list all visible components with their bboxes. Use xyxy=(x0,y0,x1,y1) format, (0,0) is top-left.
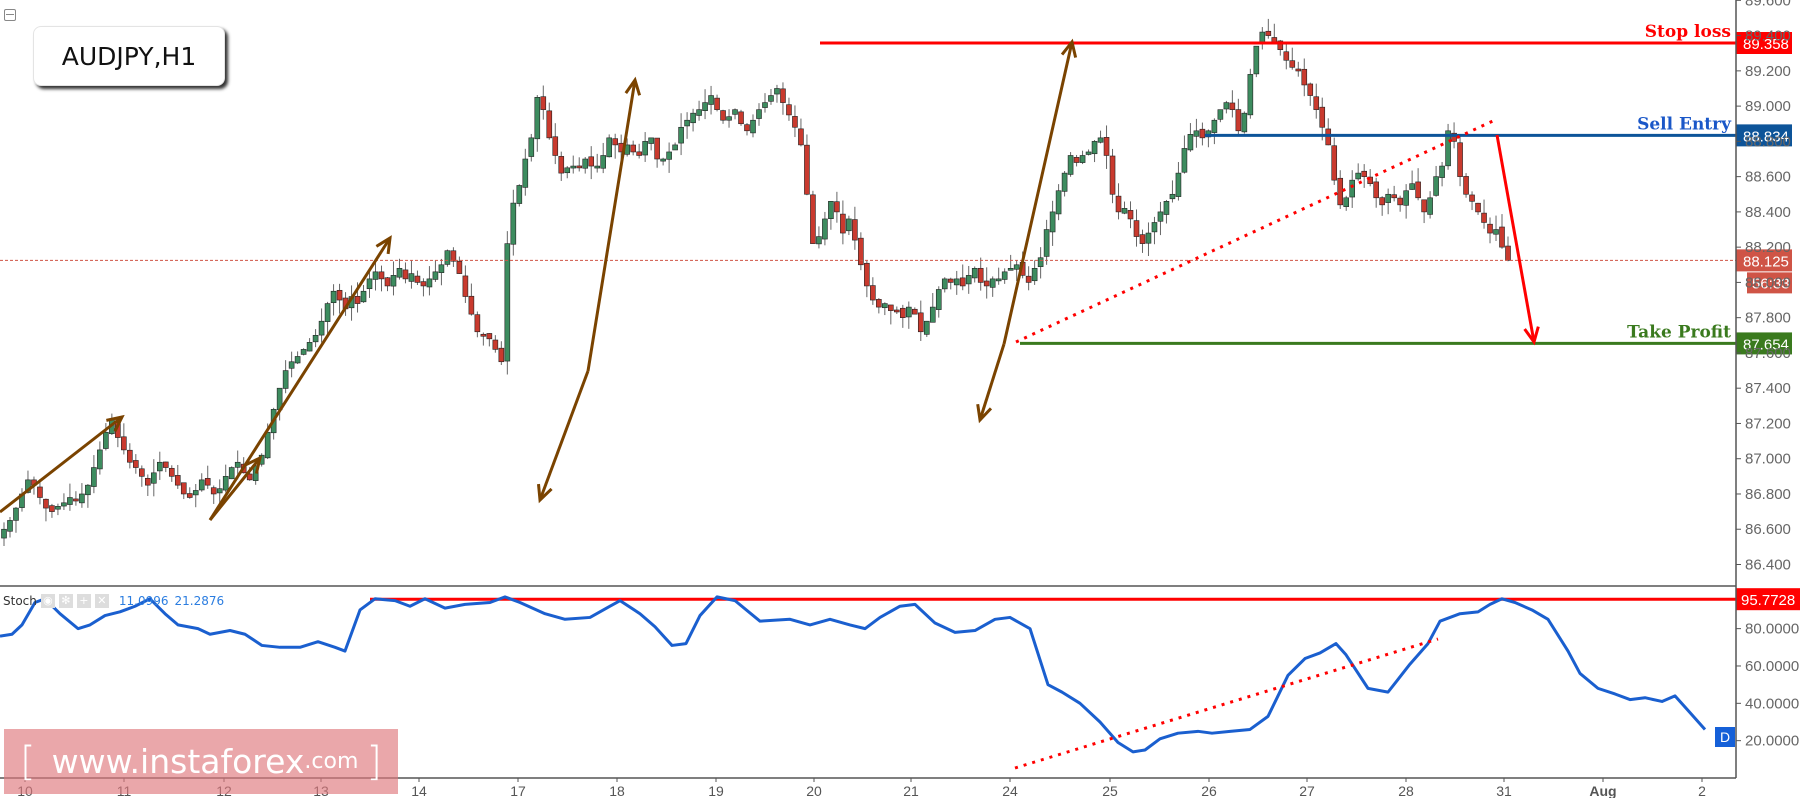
eye-icon[interactable]: ◉ xyxy=(40,594,55,608)
stoch-d-value: 21.2876 xyxy=(174,594,225,608)
svg-text:80.0000: 80.0000 xyxy=(1745,621,1799,638)
svg-text:88.200: 88.200 xyxy=(1745,239,1791,256)
svg-text:Take Profit: Take Profit xyxy=(1627,322,1731,342)
svg-text:88.125: 88.125 xyxy=(1743,253,1789,270)
svg-text:87.400: 87.400 xyxy=(1745,380,1791,397)
gear-icon[interactable]: ✻ xyxy=(58,594,73,608)
watermark-suffix: .com xyxy=(304,749,359,774)
watermark-bracket-close: ] xyxy=(366,738,382,785)
svg-text:28: 28 xyxy=(1398,783,1414,798)
svg-text:88.800: 88.800 xyxy=(1745,133,1791,150)
svg-text:18: 18 xyxy=(609,783,625,798)
svg-text:31: 31 xyxy=(1496,783,1512,798)
svg-text:Sell Entry: Sell Entry xyxy=(1637,114,1732,134)
svg-text:56:33: 56:33 xyxy=(1752,275,1790,292)
svg-text:60.0000: 60.0000 xyxy=(1745,658,1799,675)
stoch-k-value: 11.0996 xyxy=(118,594,169,608)
svg-text:89.600: 89.600 xyxy=(1745,0,1791,9)
svg-text:89.358: 89.358 xyxy=(1743,36,1789,53)
svg-text:26: 26 xyxy=(1201,783,1217,798)
stoch-legend: Stoch ◉ ✻ + ✕ 11.0996 21.2876 xyxy=(3,594,224,608)
svg-text:20.0000: 20.0000 xyxy=(1745,733,1799,750)
svg-text:86.400: 86.400 xyxy=(1745,556,1791,573)
candles xyxy=(1,18,1511,546)
svg-text:95.7728: 95.7728 xyxy=(1741,592,1795,609)
svg-text:20: 20 xyxy=(806,783,822,798)
svg-text:89.000: 89.000 xyxy=(1745,98,1791,115)
svg-text:86.600: 86.600 xyxy=(1745,521,1791,538)
svg-text:89.200: 89.200 xyxy=(1745,63,1791,80)
plus-icon[interactable]: + xyxy=(76,594,91,608)
svg-text:19: 19 xyxy=(708,783,724,798)
svg-text:24: 24 xyxy=(1002,783,1018,798)
symbol-label-box: AUDJPY,H1 xyxy=(33,26,225,86)
svg-text:88.600: 88.600 xyxy=(1745,169,1791,186)
svg-text:87.600: 87.600 xyxy=(1745,345,1791,362)
svg-text:2: 2 xyxy=(1698,783,1706,798)
close-icon[interactable]: ✕ xyxy=(94,594,109,608)
collapse-icon[interactable] xyxy=(4,9,16,21)
stochastic-panel: 80.0000 60.0000 40.0000 20.0000 95.7728 xyxy=(0,588,1800,770)
svg-text:87.200: 87.200 xyxy=(1745,415,1791,432)
svg-text:14: 14 xyxy=(411,783,427,798)
svg-text:25: 25 xyxy=(1102,783,1118,798)
svg-text:Aug: Aug xyxy=(1589,783,1616,798)
svg-text:Stop loss: Stop loss xyxy=(1645,22,1731,42)
svg-text:87.000: 87.000 xyxy=(1745,451,1791,468)
svg-text:21: 21 xyxy=(903,783,919,798)
drawn-annotations xyxy=(0,38,1540,521)
watermark: [ www.instaforex .com ] xyxy=(4,729,398,794)
svg-text:86.800: 86.800 xyxy=(1745,486,1791,503)
svg-text:17: 17 xyxy=(510,783,526,798)
svg-text:88.834: 88.834 xyxy=(1743,128,1789,145)
svg-text:88.000: 88.000 xyxy=(1745,274,1791,291)
watermark-text: www.instaforex xyxy=(51,742,305,781)
svg-text:87.654: 87.654 xyxy=(1743,336,1789,353)
timeframe-d-badge[interactable]: D xyxy=(1715,727,1735,747)
trade-levels: Stop loss 89.358 Sell Entry 88.834 Take Prof… xyxy=(0,22,1792,355)
svg-text:87.800: 87.800 xyxy=(1745,310,1791,327)
svg-text:89.400: 89.400 xyxy=(1745,28,1791,45)
stoch-name: Stoch xyxy=(3,594,37,608)
svg-text:40.0000: 40.0000 xyxy=(1745,695,1799,712)
svg-text:27: 27 xyxy=(1299,783,1315,798)
svg-text:88.400: 88.400 xyxy=(1745,204,1791,221)
watermark-bracket-open: [ xyxy=(20,738,36,785)
symbol-label: AUDJPY,H1 xyxy=(61,41,197,71)
